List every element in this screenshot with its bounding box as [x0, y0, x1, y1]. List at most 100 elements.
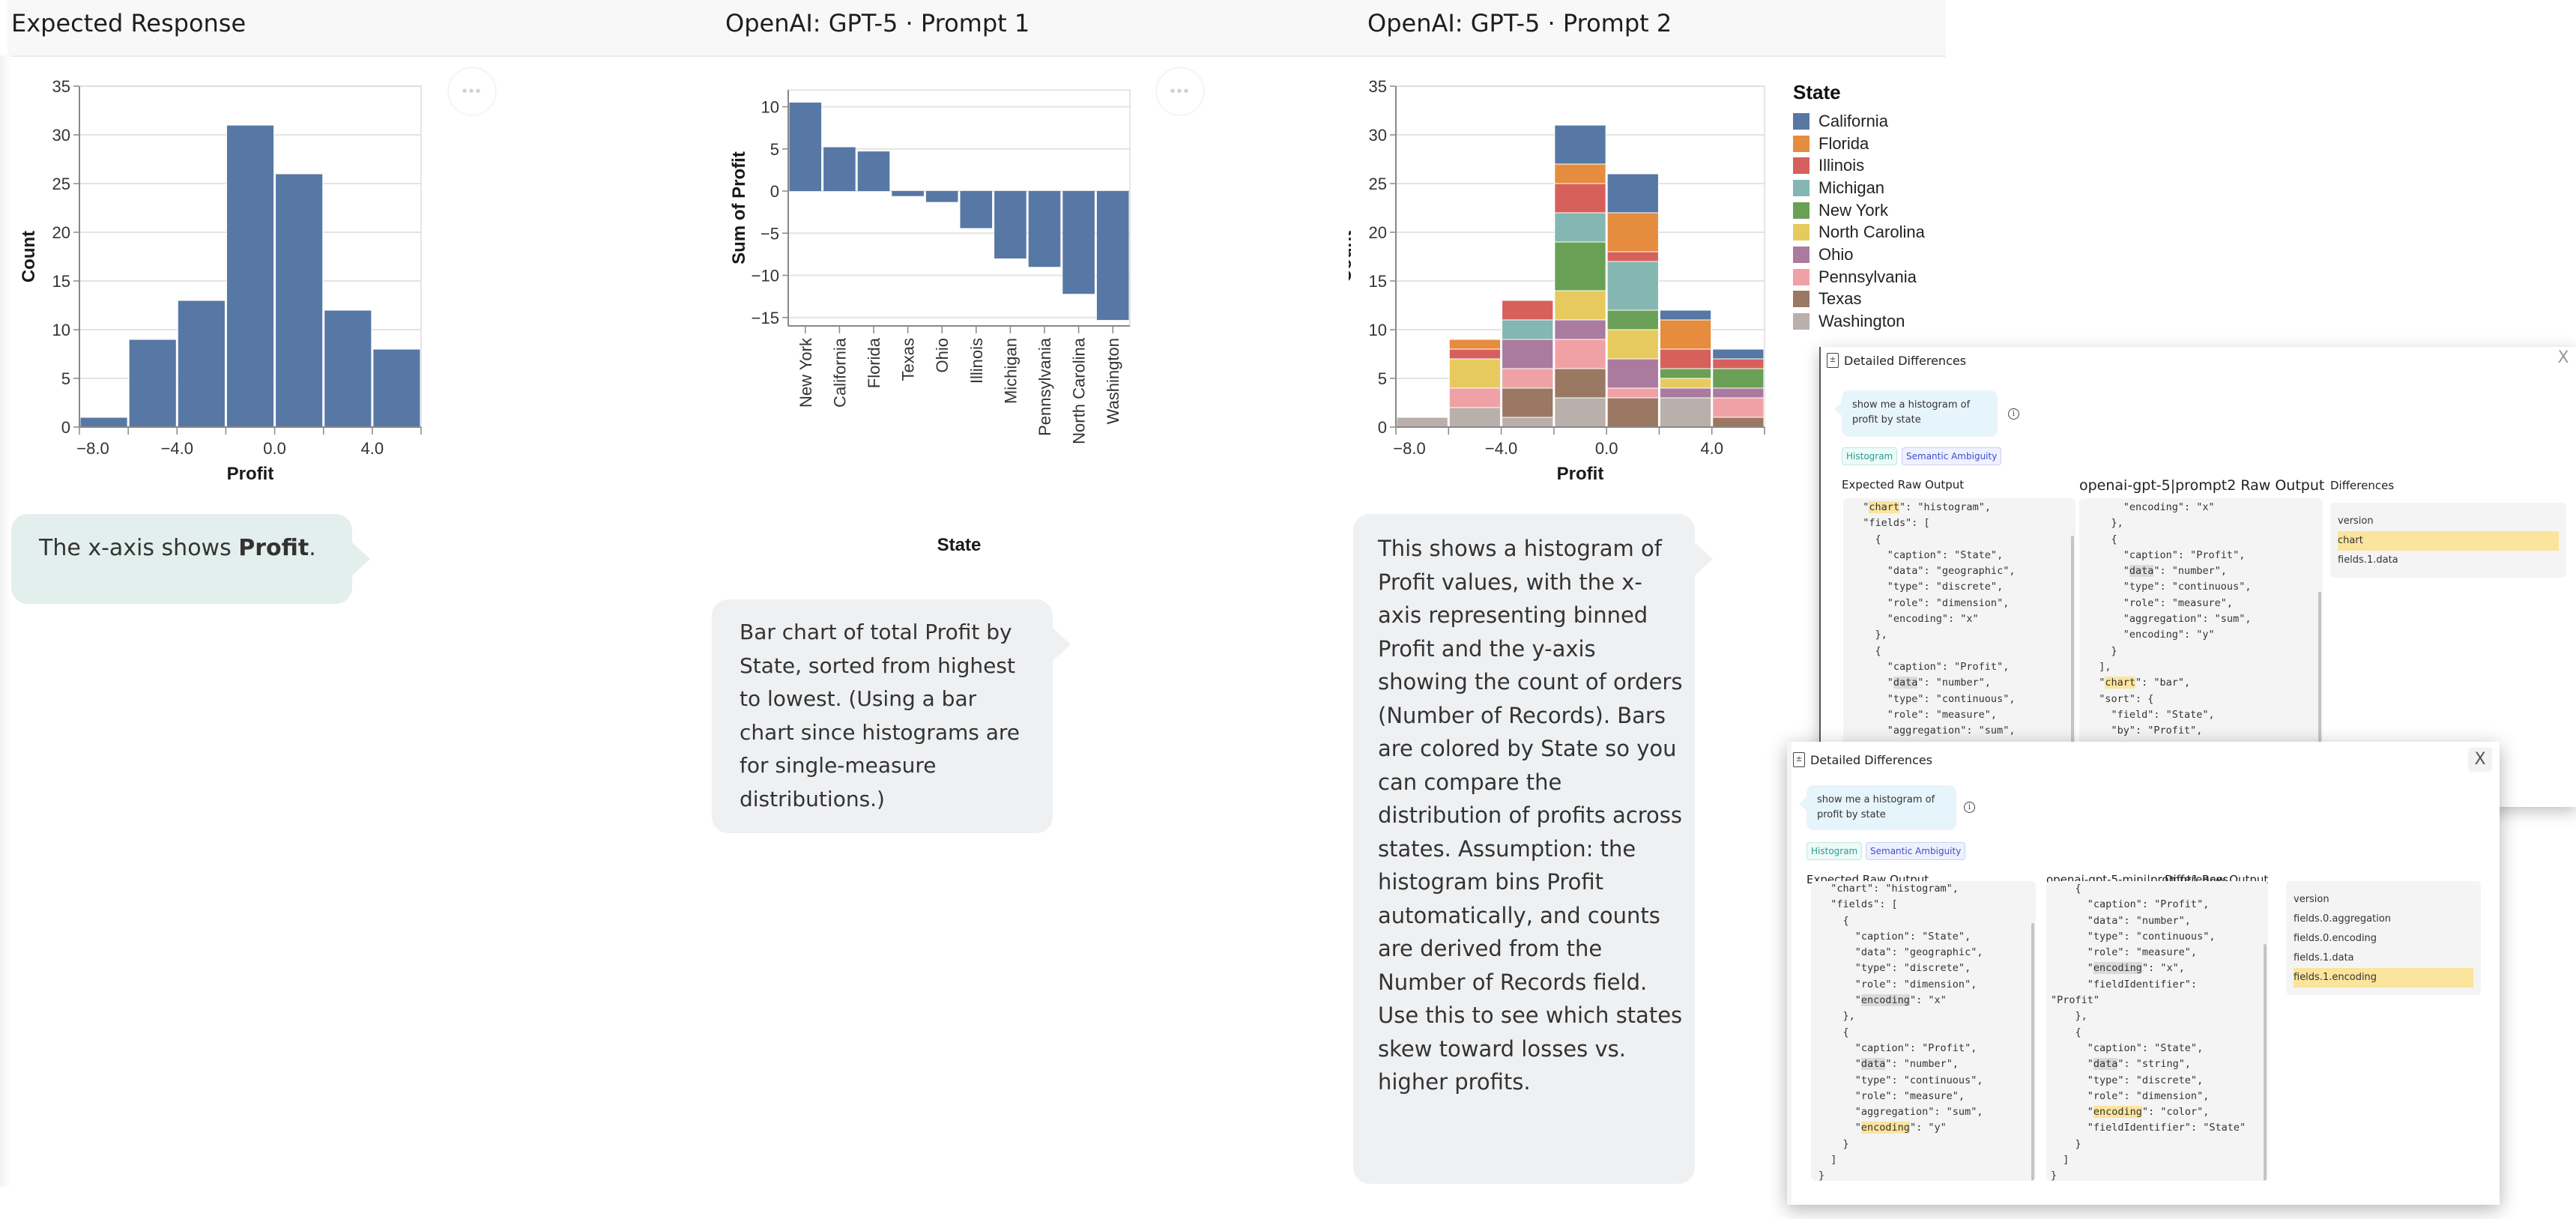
- legend-item-california: California: [1793, 110, 1925, 133]
- difference-item[interactable]: version: [2294, 894, 2329, 905]
- histogram-bar: [177, 300, 226, 428]
- scrollbar[interactable]: [2264, 944, 2267, 1181]
- chart-legend: State California Florida Illinois Michigan N…: [1793, 81, 1925, 333]
- tag-histogram: Histogram: [1806, 842, 1863, 860]
- info-icon[interactable]: i: [1964, 802, 1975, 813]
- legend-item-pennsylvania: Pennsylvania: [1793, 266, 1925, 288]
- more-options-button[interactable]: •••: [448, 67, 496, 115]
- differences-label: Differences: [2330, 479, 2395, 492]
- response-text: The x-axis shows Profit.: [39, 535, 316, 561]
- expected-raw-output-code[interactable]: "chart": "histogram", "fields": [ { "cap…: [1811, 881, 2036, 1181]
- bar-segment-california: [1554, 124, 1606, 165]
- legend-label: North Carolina: [1818, 223, 1925, 242]
- difference-item[interactable]: version: [2338, 515, 2374, 527]
- y-tick-label: 25: [52, 175, 70, 193]
- bar-segment-california: [1606, 173, 1659, 214]
- expected-raw-output-label: Expected Raw Output: [1842, 478, 1965, 491]
- x-tick-label: Washington: [1104, 338, 1122, 424]
- tag-histogram: Histogram: [1842, 447, 1898, 465]
- difference-item[interactable]: fields.1.data: [2338, 554, 2398, 566]
- bar-segment-texas: [1554, 368, 1606, 399]
- y-tick-label: 0: [770, 182, 779, 201]
- bar-segment-illinois: [1502, 300, 1554, 321]
- info-icon[interactable]: i: [2008, 408, 2019, 420]
- code-segment: "encoding": "x" }, { "caption": "Profit"…: [2111, 501, 2246, 578]
- bar-segment-michigan: [1554, 212, 1606, 243]
- histogram-bar: [128, 339, 177, 428]
- bar-segment-texas: [1712, 417, 1765, 428]
- difference-item[interactable]: fields.1.data: [2294, 952, 2354, 964]
- bar-segment-ohio: [1659, 387, 1712, 399]
- difference-item[interactable]: fields.0.aggregation: [2294, 913, 2392, 925]
- bar-segment-illinois: [1448, 348, 1502, 360]
- y-tick-label: 20: [52, 223, 70, 242]
- model-raw-output-label: openai-gpt-5|prompt2 Raw Output: [2079, 477, 2325, 494]
- prompt-bubble: show me a histogram of profit by state: [1799, 785, 1956, 830]
- x-tick-label: 0.0: [263, 439, 286, 458]
- bar-segment-california: [1712, 348, 1765, 360]
- diff-highlight-secondary: encoding: [1860, 994, 1910, 1007]
- bar-segment-illinois: [1554, 183, 1606, 214]
- legend-swatch: [1793, 224, 1809, 241]
- legend-item-ohio: Ohio: [1793, 244, 1925, 266]
- differences-list: version fields.0.aggregation fields.0.enco…: [2286, 881, 2481, 995]
- legend-item-washington: Washington: [1793, 310, 1925, 333]
- bar-texas: [892, 191, 924, 196]
- column-title-expected: Expected Response: [11, 9, 247, 37]
- legend-swatch: [1793, 246, 1809, 263]
- y-tick-label: 10: [52, 321, 70, 339]
- tag-semantic-ambiguity: Semantic Ambiguity: [1902, 447, 2002, 465]
- model-raw-output-code[interactable]: { "caption": "Profit", "data": "number",…: [2046, 881, 2268, 1181]
- legend-item-texas: Texas: [1793, 288, 1925, 311]
- histogram-bar: [79, 417, 128, 428]
- difference-item[interactable]: fields.0.encoding: [2294, 933, 2377, 944]
- legend-item-illinois: Illinois: [1793, 154, 1925, 177]
- scrollbar[interactable]: [2318, 592, 2321, 807]
- code-text: { "caption": "Profit", "data": "number",…: [2051, 881, 2268, 1181]
- y-tick-label: 0: [61, 418, 70, 437]
- bar-segment-texas: [1606, 397, 1659, 428]
- bar-segment-illinois: [1712, 358, 1765, 369]
- more-options-button[interactable]: •••: [1156, 67, 1204, 115]
- y-tick-label: 0: [1378, 418, 1387, 437]
- bar-north-carolina: [1062, 191, 1095, 294]
- chart-expected-histogram: 0 5 10 15 20 25 30 35 −8.0 −4.0 0.0 4.0 Profit Count: [19, 77, 422, 484]
- code-segment: ": "histogram", "fields": [ { "caption":…: [1863, 501, 2016, 689]
- scrollbar[interactable]: [2031, 923, 2034, 1181]
- bar-segment-new-york: [1606, 309, 1659, 330]
- close-button[interactable]: X: [2557, 348, 2569, 367]
- legend-item-michigan: Michigan: [1793, 177, 1925, 199]
- bar-segment-california: [1659, 309, 1712, 321]
- chart-prompt2-stacked-histogram: 0 5 10 15 20 25 30 35 −8.0 −4.0 0.0 4.0 Profit Count: [1349, 77, 1765, 484]
- bar-segment-texas: [1502, 387, 1554, 418]
- y-axis-title: Count: [19, 231, 39, 282]
- y-tick-label: 35: [1369, 77, 1387, 96]
- scrollbar[interactable]: [2071, 536, 2074, 807]
- legend-label: New York: [1818, 200, 1888, 220]
- y-tick-label: 20: [1369, 223, 1387, 242]
- bar-segment-florida: [1606, 212, 1659, 252]
- diff-highlight: encoding: [2093, 1106, 2142, 1119]
- bar-segment-north-carolina: [1606, 329, 1659, 360]
- x-tick-label: Texas: [899, 338, 918, 381]
- y-tick-label: 5: [770, 140, 779, 159]
- diff-highlight: encoding: [1860, 1122, 1910, 1134]
- diff-highlight-secondary: data: [2093, 1058, 2118, 1071]
- prompt-bubble: show me a histogram of profit by state: [1834, 390, 1998, 437]
- bar-segment-north-carolina: [1659, 378, 1712, 389]
- close-button[interactable]: X: [2468, 748, 2492, 772]
- legend-label: Florida: [1818, 133, 1869, 153]
- bar-segment-washington: [1448, 407, 1502, 428]
- x-tick-label: −8.0: [1393, 439, 1425, 458]
- x-tick-label: Illinois: [967, 338, 986, 384]
- bar-illinois: [960, 191, 993, 229]
- difference-item[interactable]: chart: [2338, 531, 2559, 551]
- y-tick-label: 10: [1369, 321, 1387, 339]
- y-tick-label: 10: [761, 98, 779, 117]
- bar-segment-new-york: [1554, 241, 1606, 291]
- code-segment: ": "color", "fieldIdentifier": "State" }…: [2051, 1106, 2246, 1181]
- bar-segment-michigan: [1606, 261, 1659, 311]
- difference-item[interactable]: fields.1.encoding: [2294, 968, 2473, 987]
- legend-label: Illinois: [1818, 156, 1865, 175]
- code-segment: ": "number", "type": "continuous", "role…: [1854, 1058, 1983, 1134]
